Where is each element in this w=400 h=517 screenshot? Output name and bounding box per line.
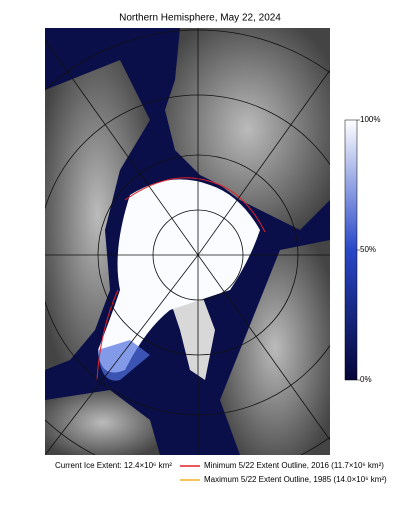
map: [45, 28, 330, 455]
colorbar-label: 50%: [360, 245, 376, 254]
legend-label: Maximum 5/22 Extent Outline, 1985 (14.0×…: [204, 475, 387, 484]
colorbar: [344, 119, 358, 381]
map-title: Northern Hemisphere, May 22, 2024: [119, 13, 281, 24]
legend-label: Minimum 5/22 Extent Outline, 2016 (11.7×…: [204, 461, 384, 470]
colorbar-label: 0%: [360, 375, 372, 384]
current-extent: Current Ice Extent: 12.4×10⁶ km²: [55, 461, 172, 470]
colorbar-label: 100%: [360, 115, 380, 124]
